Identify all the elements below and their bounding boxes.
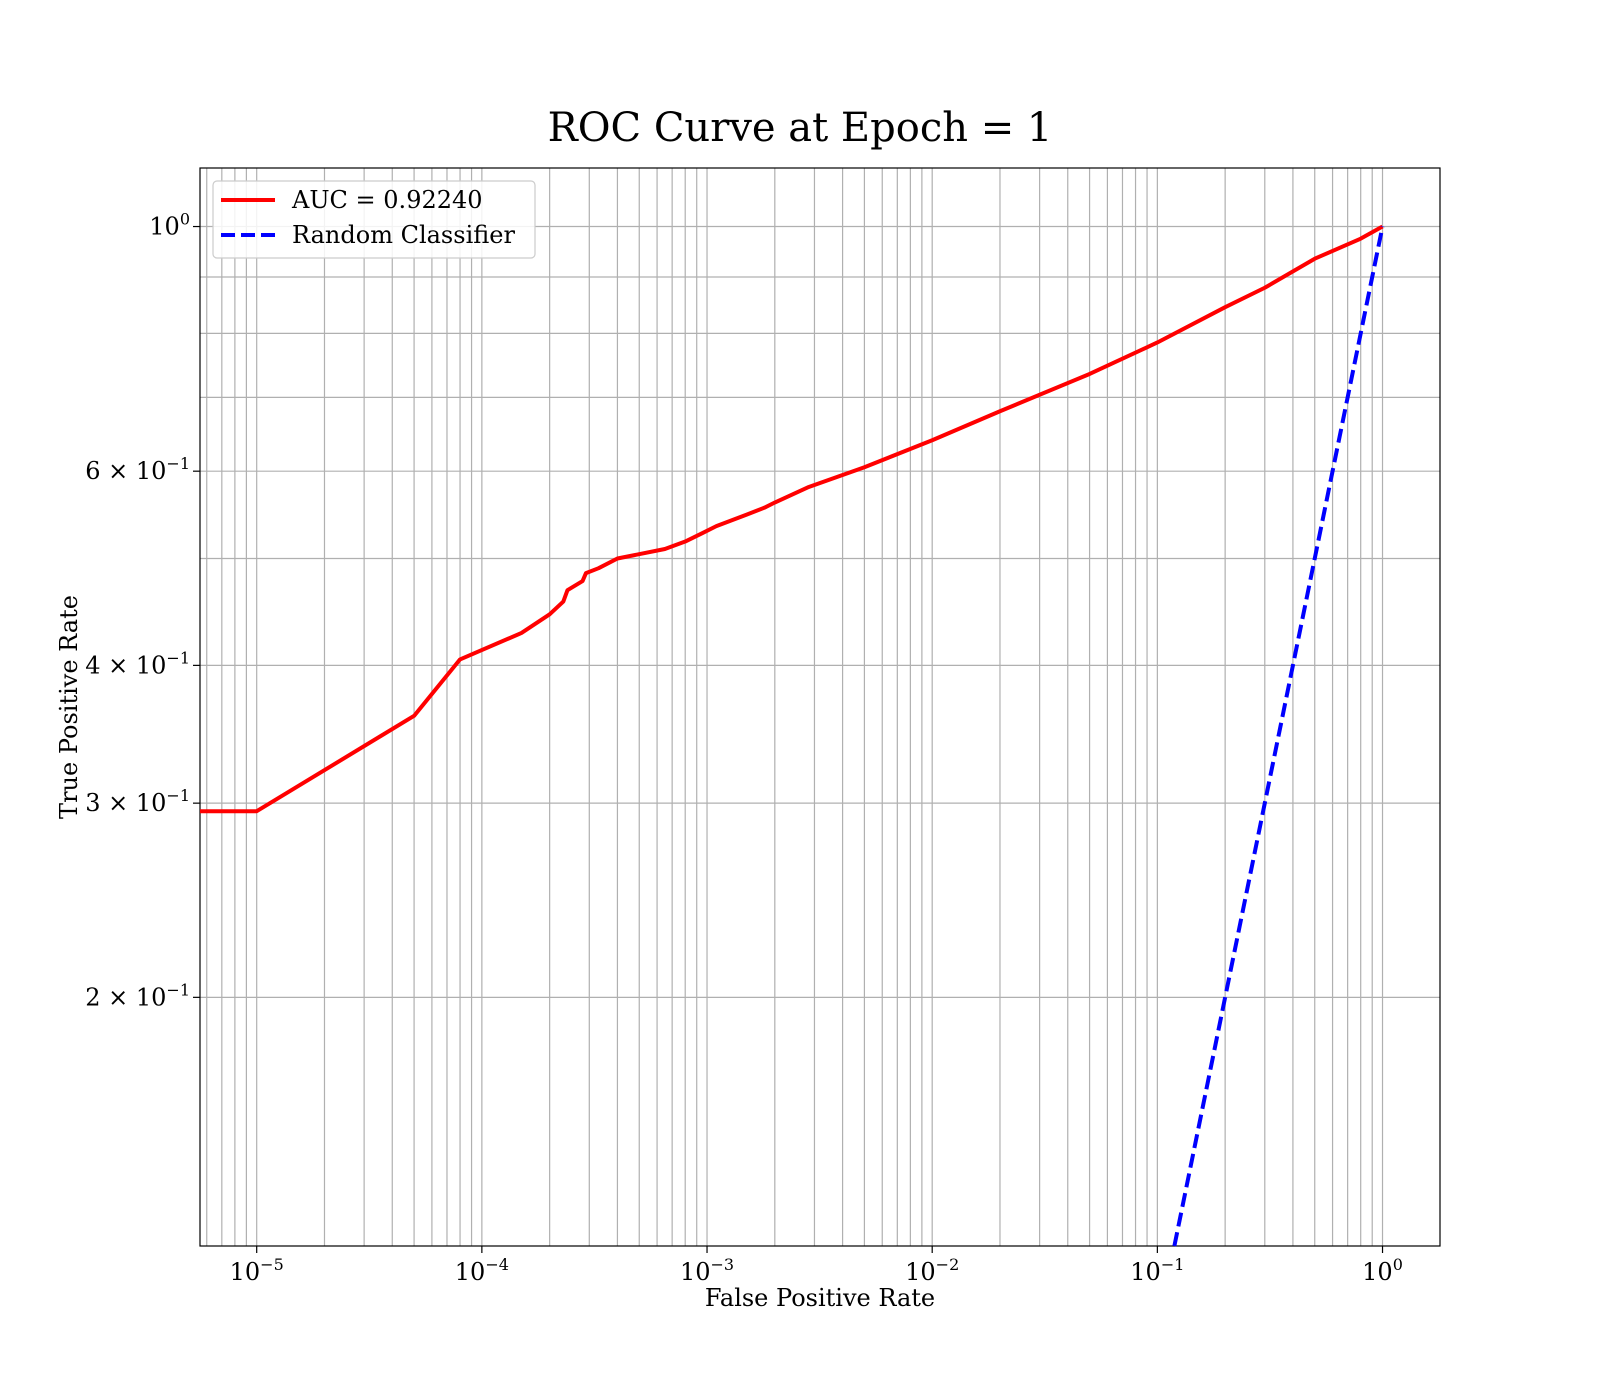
x-tick-label: 10−4 (455, 1255, 509, 1286)
legend: AUC = 0.92240 Random Classifier (212, 180, 536, 259)
y-axis-label: True Positive Rate (55, 595, 83, 819)
legend-box (212, 180, 536, 259)
x-tick-label: 10−5 (230, 1255, 284, 1286)
x-tick-label: 100 (1362, 1255, 1403, 1286)
y-tick-label: 6 × 10−1 (85, 454, 190, 485)
x-axis-label: False Positive Rate (705, 1284, 935, 1312)
grid-lines (200, 168, 1440, 1246)
series-layer (200, 224, 1385, 1247)
axis-ticks: 10−5 10−4 10−3 10−2 10−1 100 100 6 × 10−1 4 × 10… (85, 210, 1403, 1286)
y-tick-label: 3 × 10−1 (85, 786, 190, 817)
y-tick-label: 100 (149, 210, 190, 241)
series-line-0 (200, 224, 1384, 814)
plot-frame (199, 167, 1441, 1247)
x-tick-label: 10−3 (680, 1255, 734, 1286)
chart-title: ROC Curve at Epoch = 1 (548, 105, 1053, 151)
x-tick-label: 10−1 (1130, 1255, 1184, 1286)
legend-label-random: Random Classifier (292, 221, 515, 249)
legend-label-auc: AUC = 0.92240 (291, 186, 483, 214)
series-line-1 (1172, 226, 1385, 1247)
x-tick-label: 10−2 (905, 1255, 959, 1286)
y-tick-label: 4 × 10−1 (85, 648, 190, 679)
y-tick-label: 2 × 10−1 (85, 980, 190, 1011)
